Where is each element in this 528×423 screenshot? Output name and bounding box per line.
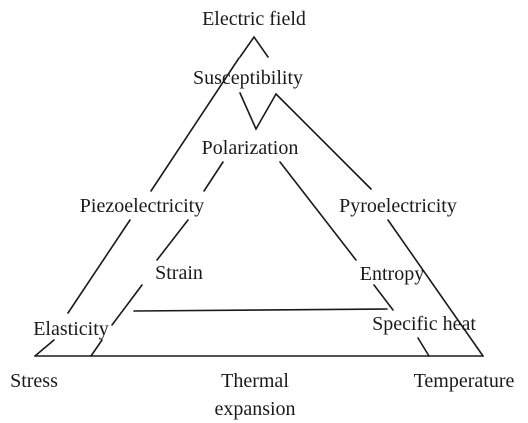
outer-left-foot bbox=[34, 339, 55, 357]
label-thermal-expansion-line1: Thermal bbox=[221, 370, 289, 392]
label-pyroelectricity: Pyroelectricity bbox=[339, 195, 457, 217]
inner-base-line bbox=[133, 308, 388, 312]
inner-left-upper bbox=[203, 161, 224, 192]
inner-right-upper bbox=[279, 161, 357, 261]
inner-right-foot bbox=[417, 337, 430, 357]
label-polarization: Polarization bbox=[202, 137, 299, 159]
diagram-labels: Electric field Susceptibility Polarizati… bbox=[10, 8, 514, 420]
label-temperature: Temperature bbox=[414, 370, 515, 392]
label-elasticity: Elasticity bbox=[33, 318, 109, 340]
label-electric-field: Electric field bbox=[202, 8, 306, 30]
label-entropy: Entropy bbox=[360, 263, 424, 285]
electric-field-chevron bbox=[239, 35, 269, 58]
label-piezoelectricity: Piezoelectricity bbox=[80, 195, 204, 217]
inner-left-lower bbox=[111, 284, 143, 326]
label-susceptibility: Susceptibility bbox=[193, 67, 303, 89]
label-thermal-expansion-line2: expansion bbox=[214, 398, 295, 420]
label-stress: Stress bbox=[10, 370, 58, 392]
inner-left-foot bbox=[90, 339, 103, 357]
outer-left-upper bbox=[150, 57, 240, 192]
outer-right-upper bbox=[275, 93, 372, 190]
susceptibility-polarization-v bbox=[239, 92, 277, 131]
label-strain: Strain bbox=[155, 262, 203, 284]
label-specific-heat: Specific heat bbox=[372, 313, 476, 335]
outer-left-lower bbox=[67, 219, 131, 314]
inner-right-lower bbox=[373, 284, 394, 311]
outer-right-lower bbox=[387, 219, 484, 357]
diagram-lines bbox=[34, 35, 484, 357]
inner-left-middle bbox=[156, 219, 189, 261]
